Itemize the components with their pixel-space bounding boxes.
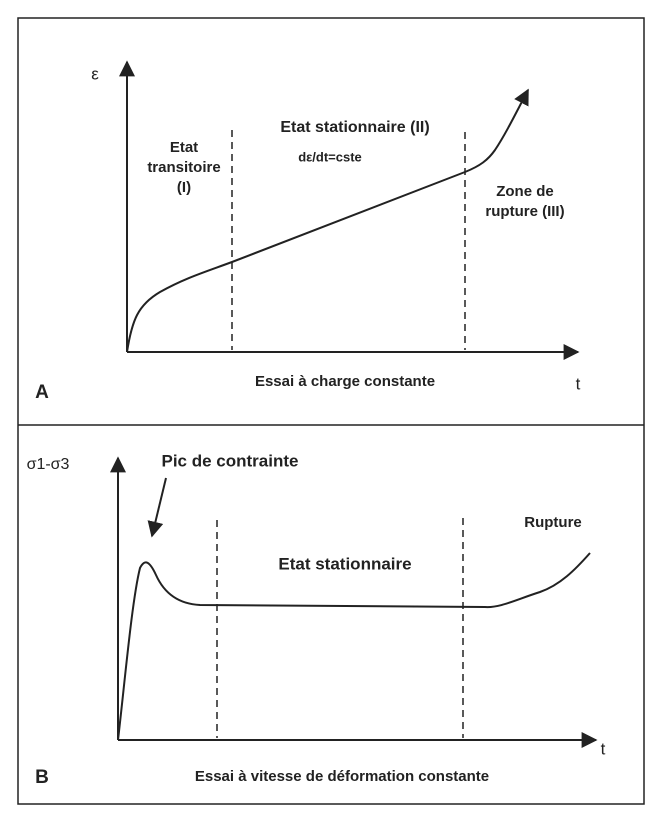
frame	[17, 17, 645, 805]
y-axis-label: ε	[91, 64, 99, 83]
caption: Essai à charge constante	[255, 373, 435, 390]
panel-a: ε t Etat transitoire (I) Etat stationnai…	[35, 60, 581, 403]
phase-label: transitoire	[147, 159, 220, 176]
y-axis-label: σ1-σ3	[27, 456, 70, 473]
panel-letter: B	[35, 767, 49, 788]
caption: Essai à vitesse de déformation constante	[195, 768, 489, 785]
phase-label: Zone de	[496, 183, 554, 200]
phase-label: rupture (III)	[485, 203, 564, 220]
peak-arrow	[147, 477, 167, 538]
panel-letter: A	[35, 382, 49, 403]
x-axis-label: t	[576, 374, 581, 393]
creep-curve	[126, 88, 529, 353]
phase-label: Rupture	[524, 514, 582, 531]
phase-label: Etat stationnaire (II)	[280, 119, 429, 136]
phase-label: Etat	[170, 139, 198, 156]
peak-label: Pic de contrainte	[162, 451, 299, 470]
phase-label: (I)	[177, 179, 191, 196]
phase-label: Etat stationnaire	[278, 554, 411, 573]
x-axis-label: t	[601, 739, 606, 758]
panel-b: σ1-σ3 t Pic de contrainte Etat stationna…	[27, 451, 606, 788]
stress-curve	[117, 552, 591, 741]
phase-note: dε/dt=cste	[298, 149, 362, 164]
